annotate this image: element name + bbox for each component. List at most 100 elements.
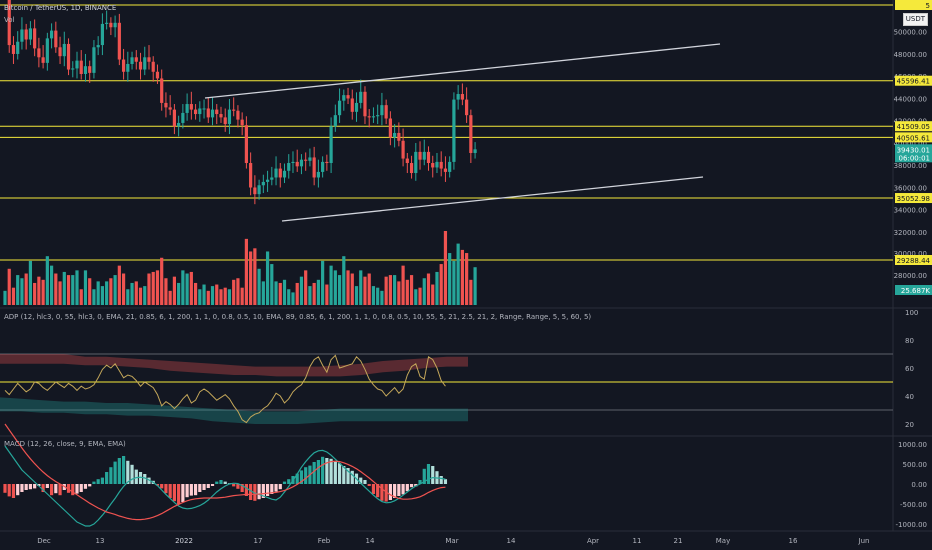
level-price-label: 5	[926, 2, 930, 10]
level-price-label-bg	[895, 255, 932, 265]
macd-histogram-bar	[7, 484, 11, 497]
candle-body	[469, 115, 473, 153]
level-price-label: 45596.41	[897, 78, 930, 86]
time-axis-tick: Feb	[318, 537, 331, 545]
macd-histogram-bar	[342, 466, 346, 484]
candle-body	[45, 38, 49, 63]
adp-axis-tick: 20	[905, 421, 914, 429]
price-axis-tick: 50000.00	[894, 29, 927, 37]
macd-histogram-bar	[215, 481, 219, 484]
macd-line	[4, 445, 446, 527]
macd-histogram-bar	[96, 479, 100, 484]
adp-axis-tick: 60	[905, 365, 914, 373]
volume-axis-tick: 32000.00	[894, 229, 927, 237]
currency-button[interactable]: USDT	[902, 13, 928, 26]
adp-line	[4, 354, 446, 424]
candle-body	[354, 102, 359, 112]
candle-body	[282, 170, 287, 178]
trendline-upper	[204, 43, 721, 99]
volume-bar	[236, 278, 240, 305]
candle-body	[121, 59, 126, 72]
macd-histogram-bar	[299, 470, 304, 484]
candle-body	[151, 61, 155, 72]
candle-body	[181, 112, 185, 123]
volume-bar	[168, 290, 172, 305]
macd-histogram-bar	[367, 484, 371, 486]
volume-bar	[401, 265, 405, 305]
adp-overbought-band	[0, 354, 468, 377]
candle-body	[49, 30, 54, 39]
candle-body	[54, 30, 58, 48]
volume-bar	[282, 279, 287, 305]
candle-body	[193, 109, 198, 115]
macd-histogram-bar	[49, 484, 54, 496]
macd-histogram-bar	[287, 479, 291, 484]
volume-bar	[304, 270, 308, 305]
volume-bar	[41, 279, 45, 305]
volume-bar	[405, 279, 409, 305]
volume-bar	[249, 251, 253, 305]
candle-body	[329, 126, 333, 164]
volume-bar	[151, 271, 155, 305]
volume-bar	[71, 275, 75, 305]
macd-histogram-bar	[160, 484, 164, 489]
volume-bar	[155, 270, 160, 305]
candle-body	[422, 151, 426, 160]
volume-bar	[376, 287, 380, 305]
macd-histogram-bar	[100, 477, 105, 484]
volume-bar	[20, 278, 24, 305]
volume-axis-tick: 28000.00	[894, 272, 927, 280]
time-axis-tick: 14	[507, 537, 516, 545]
macd-histogram-bar	[206, 484, 210, 488]
time-axis-tick: 11	[633, 537, 642, 545]
volume-bar	[105, 281, 109, 305]
candle-body	[210, 109, 215, 118]
candle-body	[236, 110, 240, 120]
candle-body	[83, 66, 88, 74]
candle-body	[431, 163, 435, 168]
candle-body	[202, 108, 206, 110]
candle-body	[414, 151, 418, 174]
macd-histogram-bar	[164, 484, 168, 494]
macd-histogram-bar	[265, 484, 270, 496]
macd-histogram-bar	[45, 484, 49, 488]
macd-histogram-bar	[193, 484, 198, 496]
macd-histogram-bar	[66, 484, 71, 493]
level-price-label: 35052.98	[897, 195, 930, 203]
macd-histogram-bar	[384, 484, 388, 502]
candle-body	[333, 115, 337, 127]
adp-indicator-title: ADP (12, hlc3, 0, 55, hlc3, 0, EMA, 21, …	[4, 313, 592, 321]
price-axis-tick: 36000.00	[894, 184, 927, 192]
volume-bar	[418, 287, 422, 305]
volume-bar	[54, 273, 58, 305]
macd-histogram-bar	[219, 480, 223, 484]
candle-body	[24, 29, 28, 40]
macd-histogram-bar	[172, 484, 176, 502]
candle-body	[155, 71, 160, 79]
macd-axis-tick: 0.00	[911, 481, 927, 489]
macd-histogram-bar	[71, 484, 75, 496]
candle-body	[393, 132, 397, 138]
candle-body	[405, 158, 409, 164]
macd-histogram-bar	[393, 484, 397, 498]
candle-body	[88, 66, 92, 73]
volume-bar	[443, 231, 448, 305]
candle-body	[28, 28, 33, 40]
volume-last-label: 25.687K	[901, 287, 930, 295]
volume-bar	[435, 271, 439, 305]
candle-body	[75, 60, 79, 69]
candle-body	[465, 99, 469, 116]
macd-histogram-bar	[134, 469, 138, 484]
time-axis-tick: 14	[366, 537, 375, 545]
volume-bar	[439, 264, 443, 305]
volume-bar	[452, 260, 456, 305]
volume-bar	[240, 287, 244, 305]
macd-histogram-bar	[405, 484, 409, 492]
macd-histogram-bar	[261, 484, 265, 498]
candle-body	[325, 161, 329, 164]
macd-histogram-bar	[143, 474, 147, 484]
candle-body	[143, 57, 147, 70]
macd-histogram-bar	[359, 477, 363, 484]
macd-axis-tick: 1000.00	[898, 441, 927, 449]
